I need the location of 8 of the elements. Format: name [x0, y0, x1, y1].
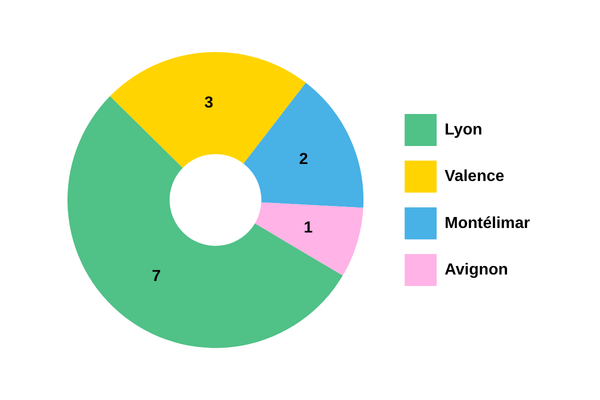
data-label: 2 — [299, 150, 308, 168]
data-label: 1 — [304, 220, 313, 237]
legend-label: Montélimar — [444, 214, 530, 232]
legend-label: Lyon — [444, 121, 482, 138]
legend-label: Valence — [444, 168, 504, 186]
data-label: 7 — [152, 268, 161, 286]
data-label: 3 — [204, 94, 214, 112]
legend-label: Avignon — [444, 261, 508, 278]
